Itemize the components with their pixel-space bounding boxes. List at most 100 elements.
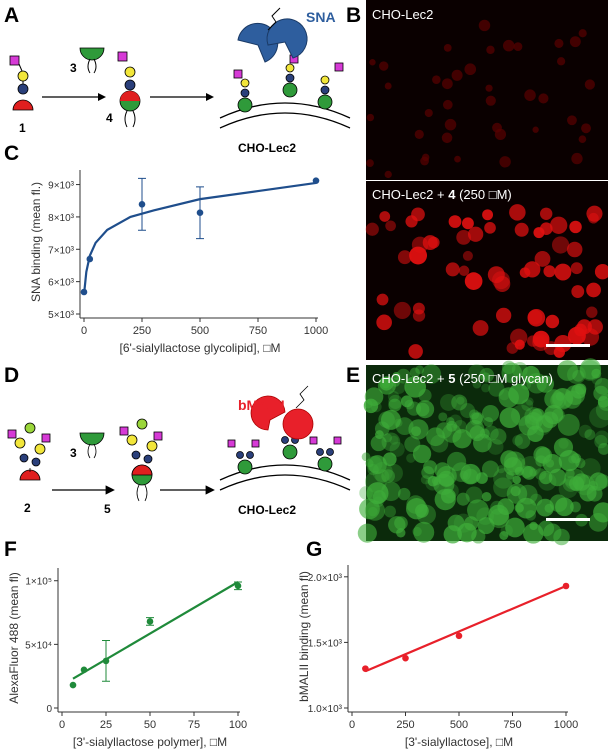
cell xyxy=(436,422,453,439)
cell xyxy=(478,19,491,32)
cell xyxy=(566,241,583,258)
cell xyxy=(445,262,460,277)
cell xyxy=(536,375,554,393)
cells xyxy=(357,358,608,546)
scheme-d xyxy=(7,385,351,502)
cell xyxy=(375,469,390,484)
cell xyxy=(461,217,474,230)
y-tick-label: 7×10³ xyxy=(48,245,75,256)
cell xyxy=(366,482,389,505)
cell xyxy=(404,436,421,453)
cell xyxy=(512,475,521,484)
cell xyxy=(514,222,529,237)
x-tick-label: 250 xyxy=(396,719,414,731)
cell xyxy=(586,306,598,318)
y-tick-label: 1.0×10³ xyxy=(308,704,343,715)
cell xyxy=(540,207,553,220)
cell xyxy=(522,466,536,480)
cell xyxy=(589,406,608,428)
cell xyxy=(523,523,544,544)
cell xyxy=(375,430,384,440)
cell xyxy=(597,443,608,455)
cell xyxy=(496,465,506,474)
cell xyxy=(384,82,392,90)
cell xyxy=(438,470,455,488)
cell xyxy=(493,477,513,498)
cell xyxy=(392,371,401,380)
cell xyxy=(447,514,465,532)
panel-letter: G xyxy=(306,538,322,561)
cell xyxy=(514,503,524,513)
cell xyxy=(363,398,379,414)
cell xyxy=(499,156,511,168)
cell xyxy=(412,526,422,537)
x-tick-label: 500 xyxy=(191,325,209,337)
x-tick-label: 50 xyxy=(144,719,156,731)
cell xyxy=(366,159,374,167)
cell xyxy=(389,441,405,457)
scheme-a xyxy=(9,7,351,129)
cell xyxy=(533,446,551,464)
cell xyxy=(522,365,540,384)
cell xyxy=(387,390,400,403)
cell xyxy=(464,272,483,290)
cell xyxy=(594,264,608,280)
cell xyxy=(424,108,433,118)
cell xyxy=(397,250,412,265)
cell xyxy=(357,523,377,543)
cell xyxy=(414,129,424,140)
cell xyxy=(556,57,566,66)
cell xyxy=(372,461,393,483)
cell xyxy=(487,266,505,284)
cell xyxy=(511,361,528,378)
cell xyxy=(379,61,389,71)
cell xyxy=(484,221,496,234)
cell xyxy=(571,285,585,298)
cell-label: CHO-Lec2 xyxy=(238,503,296,517)
cell xyxy=(366,455,383,473)
cell xyxy=(465,486,483,504)
cell xyxy=(570,262,583,275)
cell xyxy=(578,424,592,438)
cell xyxy=(420,475,431,485)
cell xyxy=(432,75,441,84)
cell xyxy=(494,128,507,141)
cell xyxy=(505,471,515,480)
x-tick-label: 750 xyxy=(503,719,521,731)
cell xyxy=(524,412,543,430)
y-tick-label: 6×10³ xyxy=(48,278,75,289)
y-axis-label: bMALII binding (mean fl) xyxy=(297,571,311,702)
cell xyxy=(571,152,583,165)
x-tick-label: 100 xyxy=(229,719,247,731)
cell xyxy=(434,488,456,511)
cell xyxy=(588,212,599,224)
cell xyxy=(485,84,493,92)
cell xyxy=(422,235,438,251)
cell xyxy=(571,453,582,464)
cell xyxy=(415,365,425,375)
cell xyxy=(405,498,428,520)
x-tick-label: 500 xyxy=(450,719,468,731)
point xyxy=(562,582,570,590)
cell xyxy=(591,368,602,379)
x-tick-label: 1000 xyxy=(554,719,578,731)
cell xyxy=(423,460,438,475)
cell xyxy=(451,462,472,483)
cell xyxy=(412,302,425,315)
compound-label: 4 xyxy=(106,111,113,125)
cell xyxy=(594,434,608,449)
compound-label: 5 xyxy=(104,502,111,516)
cell xyxy=(460,463,481,485)
cell xyxy=(406,495,425,514)
cell xyxy=(553,528,570,546)
panel-letter: D xyxy=(4,364,19,387)
cell xyxy=(543,265,556,278)
cell xyxy=(499,407,521,429)
cell xyxy=(513,42,523,52)
cell xyxy=(481,404,500,423)
cell xyxy=(411,207,425,222)
cell xyxy=(490,428,507,445)
cell xyxy=(384,463,403,483)
cell xyxy=(550,392,567,409)
